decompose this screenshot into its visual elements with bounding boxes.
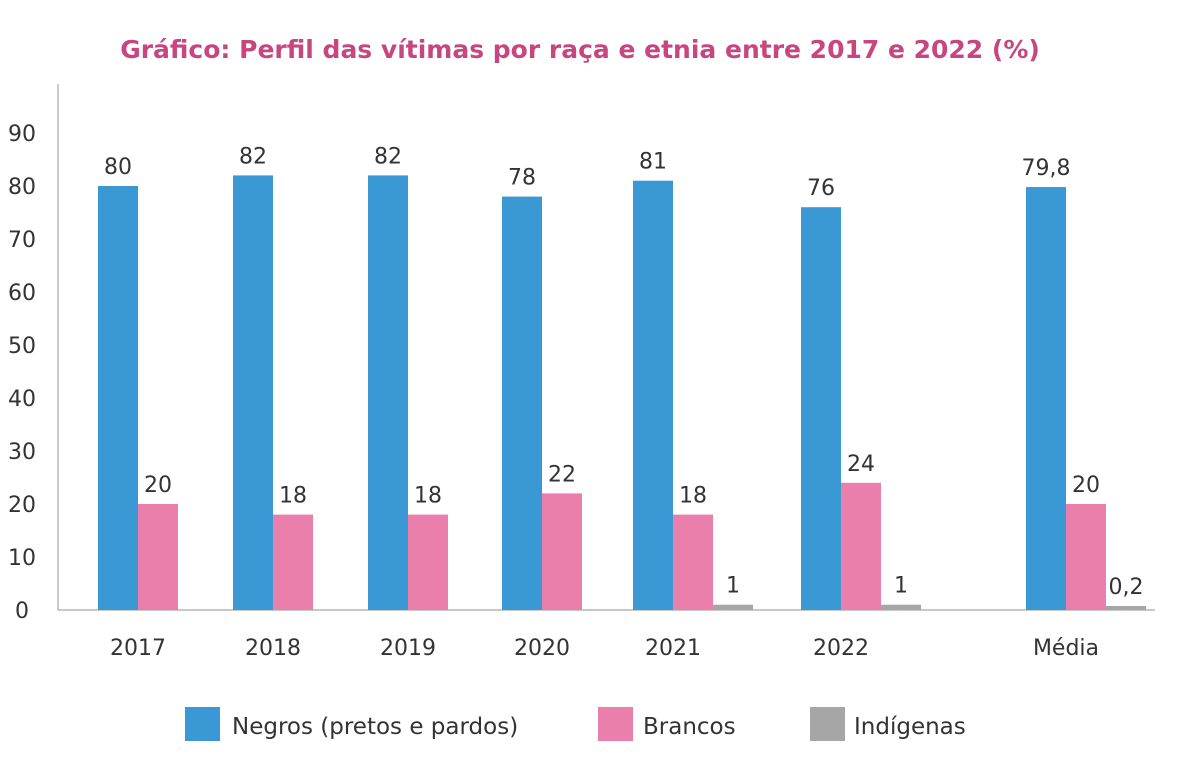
legend-swatch xyxy=(185,707,220,741)
y-tick-label: 60 xyxy=(8,281,36,306)
y-tick-label: 0 xyxy=(15,599,29,624)
legend-item: Brancos xyxy=(598,707,736,741)
data-label: 80 xyxy=(104,155,132,180)
bar xyxy=(633,180,673,610)
x-tick-label: Média xyxy=(1033,636,1099,661)
data-label: 78 xyxy=(508,166,536,191)
chart-title: Gráfico: Perfil das vítimas por raça e e… xyxy=(120,35,1040,64)
bar xyxy=(502,196,542,610)
x-tick-label: 2019 xyxy=(380,636,436,661)
bar xyxy=(273,514,313,610)
legend-label: Indígenas xyxy=(854,714,966,740)
bar xyxy=(98,186,138,610)
bar xyxy=(138,504,178,610)
y-tick-label: 50 xyxy=(8,334,36,359)
data-label: 81 xyxy=(639,150,667,175)
bar xyxy=(713,604,753,610)
y-tick-label: 20 xyxy=(8,493,36,518)
data-label: 82 xyxy=(239,144,267,169)
bar xyxy=(881,604,921,610)
bar xyxy=(408,514,448,610)
bars xyxy=(98,175,1146,610)
x-tick-label: 2020 xyxy=(514,636,570,661)
data-label: 76 xyxy=(807,176,835,201)
y-tick-label: 80 xyxy=(8,175,36,200)
x-tick-label: 2021 xyxy=(645,636,701,661)
legend: Negros (pretos e pardos) Brancos Indígenas xyxy=(185,707,966,741)
data-label: 22 xyxy=(548,462,576,487)
y-tick-label: 10 xyxy=(8,546,36,571)
bar xyxy=(1066,504,1106,610)
legend-label: Brancos xyxy=(643,714,736,740)
legend-label: Negros (pretos e pardos) xyxy=(232,714,518,740)
bar xyxy=(673,514,713,610)
legend-item: Indígenas xyxy=(810,707,966,741)
bar xyxy=(801,207,841,610)
data-label: 20 xyxy=(1072,473,1100,498)
legend-item: Negros (pretos e pardos) xyxy=(185,707,518,741)
bar xyxy=(1106,606,1146,610)
data-label: 1 xyxy=(894,574,908,599)
x-tick-label: 2017 xyxy=(110,636,166,661)
data-label: 18 xyxy=(279,484,307,509)
data-label: 79,8 xyxy=(1022,156,1071,181)
y-tick-label: 70 xyxy=(8,228,36,253)
data-labels: 80 82 82 78 81 76 79,8 20 18 18 22 18 24 20 1 1 0,2 xyxy=(104,144,1144,600)
data-label: 18 xyxy=(679,484,707,509)
bar xyxy=(1026,187,1066,610)
data-label: 24 xyxy=(847,452,875,477)
data-label: 82 xyxy=(374,144,402,169)
data-label: 1 xyxy=(726,574,740,599)
bar xyxy=(542,493,582,610)
x-tick-label: 2022 xyxy=(813,636,869,661)
data-label: 0,2 xyxy=(1109,575,1144,600)
data-label: 20 xyxy=(144,473,172,498)
data-label: 18 xyxy=(414,484,442,509)
bar xyxy=(368,175,408,610)
legend-swatch xyxy=(598,707,633,741)
x-tick-label: 2018 xyxy=(245,636,301,661)
y-tick-label: 90 xyxy=(8,122,36,147)
bar xyxy=(233,175,273,610)
y-tick-label: 40 xyxy=(8,387,36,412)
y-tick-label: 30 xyxy=(8,440,36,465)
legend-swatch xyxy=(810,707,845,741)
bar xyxy=(841,482,881,610)
